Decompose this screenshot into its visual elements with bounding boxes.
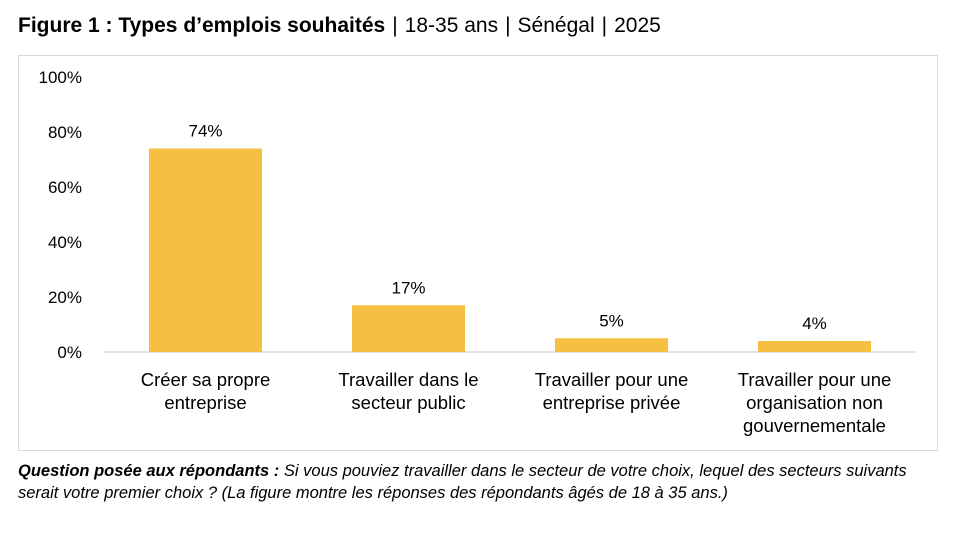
y-tick-label: 60% (48, 178, 82, 197)
category-label: Créer sa propre (141, 369, 271, 390)
title-separator: | (392, 14, 398, 37)
bar (758, 341, 871, 352)
question-label: Question posée aux répondants : (18, 462, 280, 480)
category-label: organisation non (746, 392, 883, 413)
y-tick-label: 100% (39, 68, 82, 87)
title-separator: | (505, 14, 511, 37)
category-label: entreprise (164, 392, 246, 413)
data-label: 4% (802, 314, 827, 333)
bar-chart: 0%20%40%60%80%100%74%Créer sa propreentr… (39, 68, 916, 436)
question-text: Si vous pouviez travailler dans le secte… (18, 462, 907, 502)
data-label: 5% (599, 311, 624, 330)
title-year: 2025 (614, 14, 661, 37)
category-label: gouvernementale (743, 415, 886, 436)
data-label: 74% (188, 122, 222, 141)
y-tick-label: 0% (57, 343, 82, 362)
category-label: secteur public (351, 392, 465, 413)
category-label: Travailler dans le (338, 369, 478, 390)
title-separator: | (601, 14, 608, 37)
chart-frame: 0% 20% 40% 60% 80% 100% 74% Créer sa propre entr… (18, 55, 938, 451)
category-label: Travailler pour une (738, 369, 892, 390)
y-tick-label: 40% (48, 233, 82, 252)
category-label: entreprise privée (543, 392, 681, 413)
title-country: Sénégal (517, 14, 595, 37)
data-label: 17% (391, 278, 425, 297)
y-tick-label: 80% (48, 123, 82, 142)
bar (149, 148, 262, 352)
category-label: Travailler pour une (535, 369, 689, 390)
bar (555, 338, 668, 352)
title-age-range: 18-35 ans (404, 14, 499, 37)
bar (352, 305, 465, 352)
figure-title: Figure 1 : Types d’emplois souhaités | 18-… (18, 14, 661, 38)
y-tick-label: 20% (48, 288, 82, 307)
figure-title-main: Figure 1 : Types d’emplois souhaités (18, 14, 386, 37)
question-note: Question posée aux répondants : Si vous … (18, 460, 943, 504)
